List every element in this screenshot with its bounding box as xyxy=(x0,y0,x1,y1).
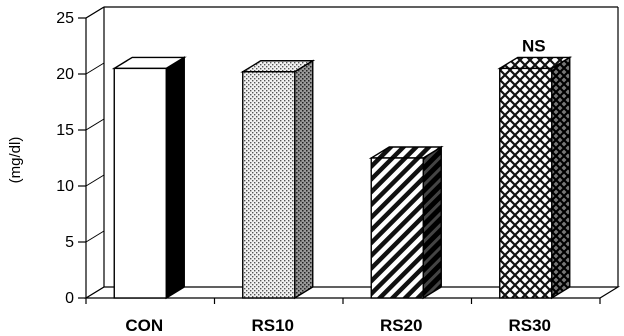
x-axis-labels: CON RS10 RS20 RS30 xyxy=(125,316,551,335)
bar-side-face xyxy=(165,56,185,300)
y-tick-depth xyxy=(85,230,105,243)
annotation-label: NS xyxy=(522,36,546,55)
y-tick-label: 20 xyxy=(56,66,74,83)
y-tick-depth xyxy=(85,286,105,299)
x-tick-label: RS10 xyxy=(251,316,294,335)
y-tick-label: 25 xyxy=(56,10,74,27)
y-tick-label: 10 xyxy=(56,178,74,195)
y-tick-depth xyxy=(85,118,105,131)
y-tick-label: 15 xyxy=(56,122,74,139)
y-axis-ticks: 0 5 10 15 20 25 xyxy=(56,6,601,307)
y-tick-label: 0 xyxy=(65,290,74,307)
bar-rs30: NS xyxy=(497,36,573,300)
bar-rs20 xyxy=(368,145,444,300)
y-tick-depth xyxy=(85,174,105,187)
x-tick-label: RS20 xyxy=(380,316,423,335)
bar-con xyxy=(111,56,187,300)
y-tick-label: 5 xyxy=(65,234,74,251)
bar-side-face xyxy=(294,59,314,300)
bar-side-face xyxy=(551,56,571,300)
x-tick-label: RS30 xyxy=(508,316,551,335)
bar-front-face xyxy=(370,157,424,299)
y-axis-title: (mg/dl) xyxy=(7,137,24,184)
x-tick-label: CON xyxy=(125,316,163,335)
axes-frame xyxy=(83,6,621,299)
y-tick-depth xyxy=(85,6,105,19)
bar-front-face xyxy=(113,67,167,299)
y-tick-depth xyxy=(85,62,105,75)
bar-side-face xyxy=(422,145,442,300)
bars-group: NS xyxy=(111,36,573,300)
bar-rs10 xyxy=(240,59,316,300)
bar-front-face xyxy=(499,67,553,299)
bar-front-face xyxy=(242,71,296,299)
